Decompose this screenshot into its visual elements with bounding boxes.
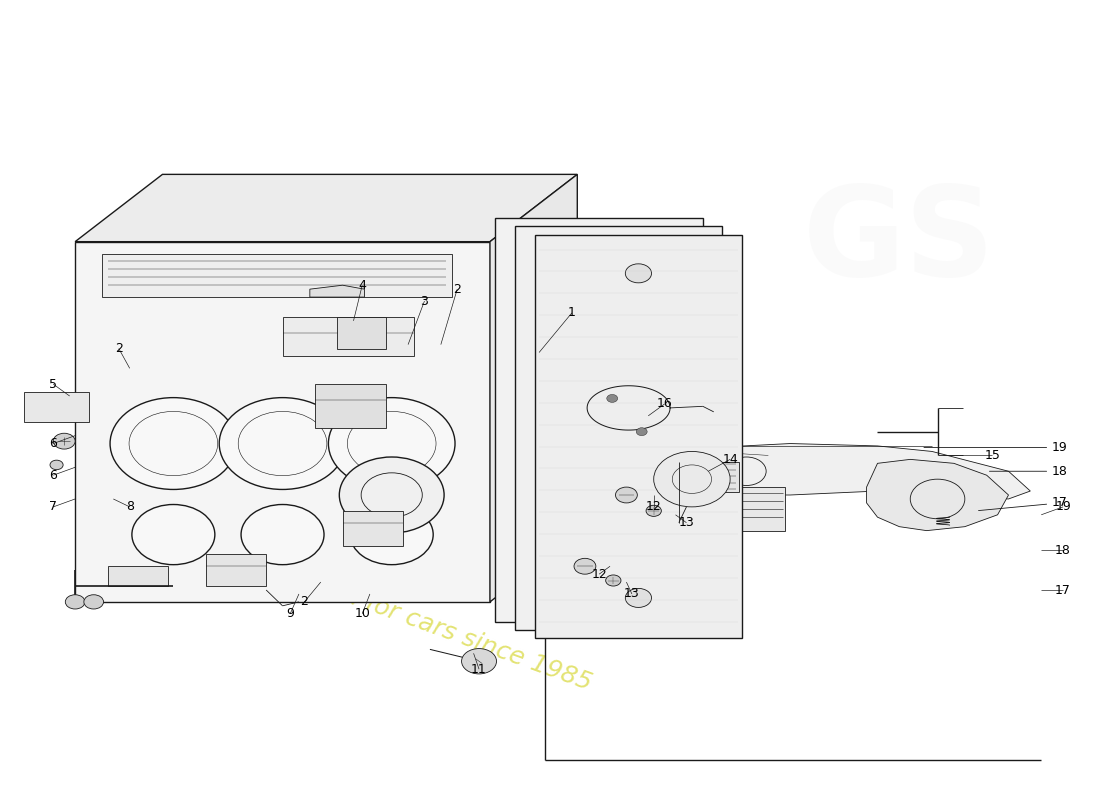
Text: 6: 6 xyxy=(50,437,57,450)
Circle shape xyxy=(339,457,444,533)
Text: 4: 4 xyxy=(359,278,366,292)
Text: 2: 2 xyxy=(453,282,461,296)
Text: 14: 14 xyxy=(723,453,738,466)
Text: 2: 2 xyxy=(300,595,308,608)
Circle shape xyxy=(653,451,730,507)
Bar xyxy=(337,317,386,349)
Text: 12: 12 xyxy=(591,568,607,581)
Circle shape xyxy=(329,398,455,490)
Bar xyxy=(102,254,452,297)
Text: 9: 9 xyxy=(286,607,294,620)
Text: 2: 2 xyxy=(114,342,123,355)
Text: 3: 3 xyxy=(420,294,428,307)
Circle shape xyxy=(462,649,496,674)
Circle shape xyxy=(625,589,651,607)
Circle shape xyxy=(350,505,433,565)
Text: 18: 18 xyxy=(989,465,1068,478)
Bar xyxy=(316,384,386,428)
Bar xyxy=(206,554,266,586)
Text: 1: 1 xyxy=(568,306,575,319)
Text: e: e xyxy=(275,398,388,561)
Circle shape xyxy=(625,264,651,283)
Text: 17: 17 xyxy=(979,497,1068,510)
Circle shape xyxy=(219,398,345,490)
Polygon shape xyxy=(535,235,743,638)
Circle shape xyxy=(607,394,618,402)
Text: 19: 19 xyxy=(1055,500,1071,514)
Polygon shape xyxy=(75,242,490,602)
Text: 16: 16 xyxy=(657,398,672,410)
Circle shape xyxy=(65,594,85,609)
Text: 11: 11 xyxy=(471,662,487,676)
Text: 17: 17 xyxy=(1055,583,1071,597)
Circle shape xyxy=(110,398,236,490)
Text: 13: 13 xyxy=(624,587,640,601)
Polygon shape xyxy=(556,443,1031,499)
Text: 7: 7 xyxy=(50,500,57,514)
Bar xyxy=(342,511,403,546)
Polygon shape xyxy=(310,286,364,297)
Circle shape xyxy=(616,487,637,503)
Circle shape xyxy=(50,460,63,470)
Polygon shape xyxy=(515,226,723,630)
Text: 8: 8 xyxy=(125,500,134,514)
Circle shape xyxy=(646,506,661,516)
Bar xyxy=(108,566,168,586)
Text: 19: 19 xyxy=(924,441,1068,454)
Text: a passion for cars since 1985: a passion for cars since 1985 xyxy=(243,548,595,695)
Circle shape xyxy=(241,505,324,565)
Circle shape xyxy=(84,594,103,609)
Circle shape xyxy=(132,505,214,565)
Text: 12: 12 xyxy=(646,500,661,514)
Bar xyxy=(24,392,89,422)
Bar xyxy=(679,462,739,492)
Circle shape xyxy=(53,434,75,449)
Bar xyxy=(714,487,784,530)
Polygon shape xyxy=(867,459,1009,530)
Polygon shape xyxy=(490,174,578,602)
Text: 5: 5 xyxy=(50,378,57,390)
Circle shape xyxy=(606,575,621,586)
Text: 18: 18 xyxy=(1055,544,1071,557)
Text: GS: GS xyxy=(803,181,996,302)
Text: 13: 13 xyxy=(679,516,694,530)
Text: 15: 15 xyxy=(984,449,1000,462)
Circle shape xyxy=(636,428,647,436)
Text: 10: 10 xyxy=(354,607,371,620)
Polygon shape xyxy=(75,174,578,242)
Polygon shape xyxy=(556,475,600,530)
Polygon shape xyxy=(495,218,703,622)
Bar xyxy=(283,317,414,357)
Text: 6: 6 xyxy=(50,469,57,482)
Circle shape xyxy=(574,558,596,574)
